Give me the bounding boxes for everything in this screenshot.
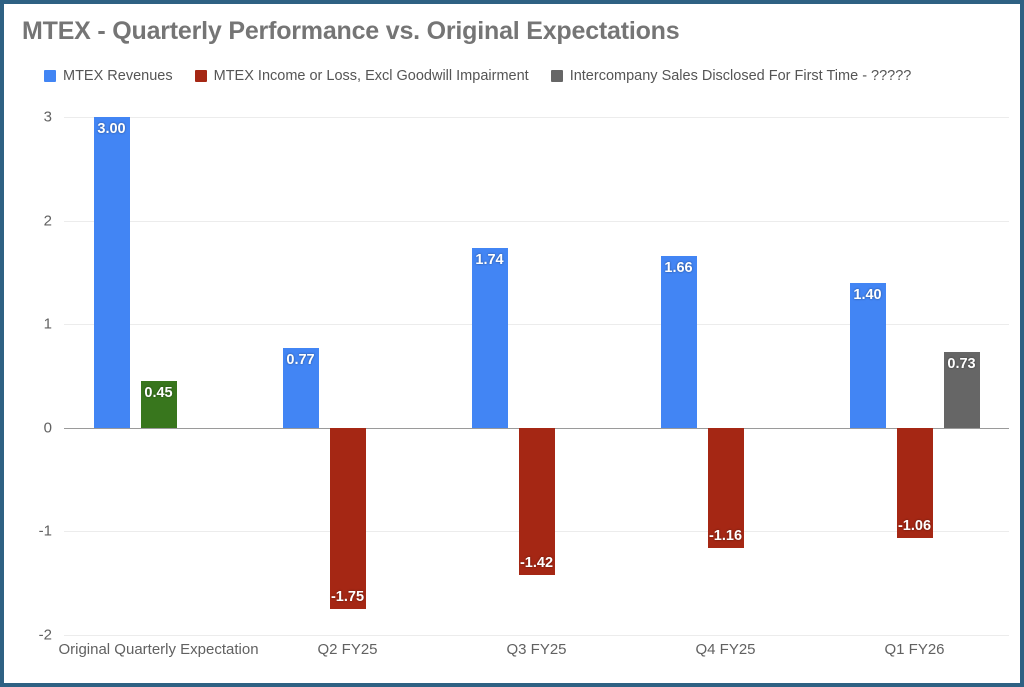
bar-value-label: 1.66 [664, 259, 693, 276]
x-axis-category-label: Q3 FY25 [506, 641, 567, 658]
bar[interactable]: -1.16 [707, 427, 744, 548]
x-axis-category-label: Q2 FY25 [317, 641, 378, 658]
y-axis-tick-label: 3 [43, 108, 52, 126]
y-axis-tick-label: 0 [43, 419, 52, 437]
bar-value-label: -1.75 [330, 589, 365, 606]
x-axis-category-label: Original Quarterly Expectation [58, 641, 259, 658]
legend-swatch-icon [550, 70, 563, 82]
bar-value-label: -1.42 [519, 554, 554, 571]
bar[interactable]: 1.40 [849, 282, 886, 428]
bar-value-label: -1.06 [897, 517, 932, 534]
plot-canvas: 3 2 1 0 -1 -2 3.00 0.45 0.77 -1.75 1.74 -1.42 1.66 -… [39, 109, 1009, 644]
bar[interactable]: -1.06 [896, 427, 933, 538]
x-axis-category-label: Q1 FY26 [884, 641, 945, 658]
gridline: 3 [44, 109, 1009, 126]
bar-value-label: 0.73 [947, 356, 976, 373]
y-axis-tick-label: -2 [38, 626, 52, 644]
bar-value-label: 3.00 [97, 121, 126, 137]
legend-entry[interactable]: MTEX Revenues [44, 69, 173, 84]
chart-legend: MTEX Revenues MTEX Income or Loss, Excl G… [44, 66, 911, 86]
gridline: -2 [39, 627, 1009, 644]
gridline: 1 [44, 316, 1009, 333]
gridline: 2 [44, 212, 1009, 229]
bar[interactable]: 0.77 [282, 348, 319, 428]
chart-title: MTEX - Quarterly Performance vs. Origina… [22, 17, 680, 45]
bar[interactable]: -1.42 [518, 427, 555, 575]
x-axis-category-label: Q4 FY25 [695, 641, 756, 658]
y-axis-tick-label: 1 [43, 315, 52, 333]
bar[interactable]: 1.74 [471, 247, 508, 428]
bar-value-label: 1.40 [853, 286, 882, 303]
bar-value-label: 0.45 [144, 385, 173, 402]
bar-value-label: -1.16 [708, 527, 743, 544]
bar[interactable]: 0.73 [943, 352, 980, 428]
legend-swatch-icon [194, 70, 207, 82]
bar[interactable]: 3.00 [93, 117, 130, 428]
legend-label: MTEX Income or Loss, Excl Goodwill Impai… [213, 67, 529, 84]
legend-entry[interactable]: Intercompany Sales Disclosed For First T… [550, 67, 912, 84]
bars-layer: 3.00 0.45 0.77 -1.75 1.74 -1.42 1.66 -1.16 1.40 -… [64, 117, 1009, 635]
legend-label: MTEX Revenues [63, 67, 173, 84]
y-axis-tick-label: 2 [43, 212, 52, 230]
legend-label: Intercompany Sales Disclosed For First T… [569, 67, 912, 84]
bar-value-label: 0.77 [286, 352, 315, 369]
bar-value-label: 1.74 [475, 251, 504, 268]
x-axis-labels: Original Quarterly Expectation Q2 FY25 Q3 … [58, 641, 1009, 667]
bar[interactable]: -1.75 [329, 427, 366, 610]
legend-entry[interactable]: MTEX Income or Loss, Excl Goodwill Impai… [194, 67, 529, 84]
bar[interactable]: 0.45 [140, 381, 177, 428]
y-axis-tick-label: -1 [38, 522, 52, 540]
chart-plot-area: MTEX - Quarterly Performance vs. Origina… [4, 4, 1020, 683]
legend-swatch-icon [44, 70, 56, 82]
bar[interactable]: 1.66 [660, 255, 697, 428]
